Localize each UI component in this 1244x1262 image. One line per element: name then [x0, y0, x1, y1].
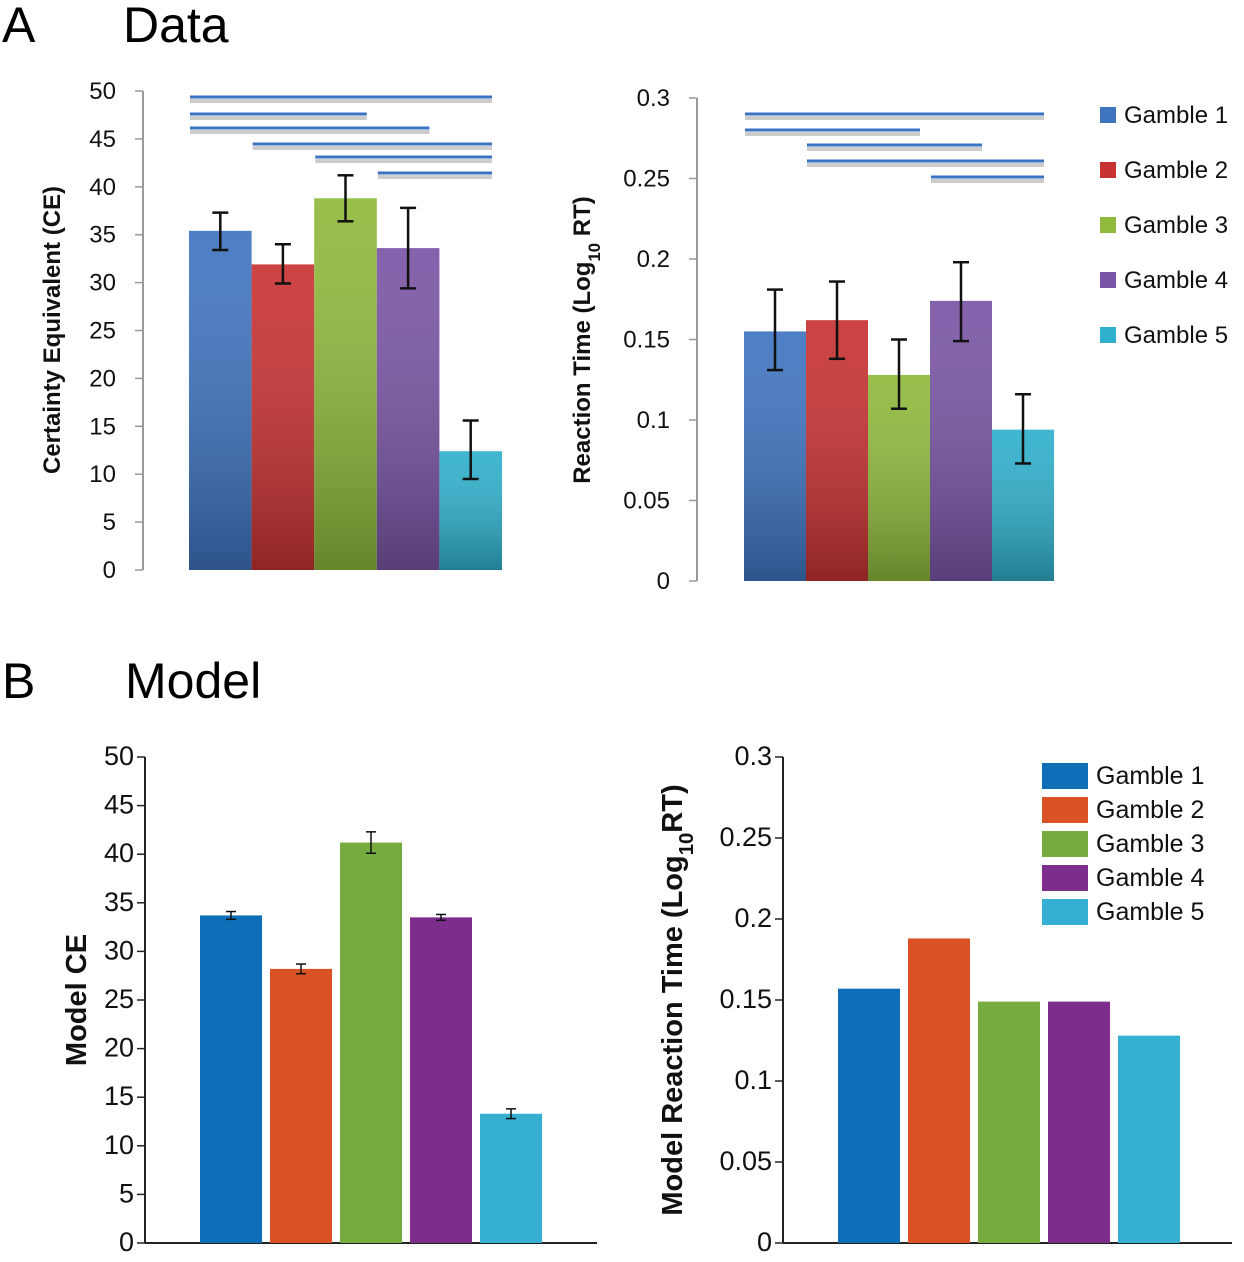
legend: Gamble 1 Gamble 2 Gamble 3 Gamble 4 Gamble 5	[1100, 102, 1228, 349]
y-tick-label: 30	[89, 270, 116, 297]
legend-label-1: Gamble 1	[1096, 762, 1204, 790]
y-tick-label: 45	[104, 790, 134, 820]
y-tick-label: 5	[119, 1178, 134, 1208]
y-tick-label: 35	[104, 887, 134, 917]
y-tick-label: 5	[103, 509, 116, 536]
y-tick-label: 35	[89, 222, 116, 249]
y-tick-label: 0.2	[734, 903, 772, 933]
y-tick-label: 0.05	[719, 1146, 772, 1176]
y-axis-label-suffix: RT)	[569, 196, 596, 243]
chart-model-rt: 0 0.05 0.1 0.15 0.2 0.25 0.3 Model Reaction Tim…	[657, 741, 1232, 1257]
bar-3	[978, 1001, 1040, 1243]
legend-label-3: Gamble 3	[1124, 212, 1228, 239]
panel-b-title: Model	[125, 653, 261, 709]
y-tick-label: 0	[657, 568, 670, 595]
y-tick-label: 0	[103, 557, 116, 584]
y-tick-label: 0.1	[734, 1065, 772, 1095]
y-tick-label: 10	[104, 1130, 134, 1160]
legend-label-4: Gamble 4	[1124, 267, 1228, 294]
y-axis-label: Model Reaction Time (Log10RT)	[657, 784, 698, 1215]
legend: Gamble 1 Gamble 2 Gamble 3 Gamble 4 Gamble 5	[1042, 762, 1204, 926]
bar-2	[270, 968, 332, 1243]
y-axis-label: Model CE	[61, 934, 93, 1066]
y-tick-label: 15	[89, 413, 116, 440]
legend-label-4: Gamble 4	[1096, 864, 1204, 892]
legend-label-2: Gamble 2	[1124, 157, 1228, 184]
legend-swatch-1	[1042, 763, 1088, 789]
y-tick-label: 0.15	[719, 984, 772, 1014]
bar-1	[200, 915, 262, 1243]
y-tick-label: 0.1	[637, 407, 670, 434]
legend-swatch-4	[1042, 865, 1088, 891]
bar-shading	[376, 248, 440, 570]
bar-5	[1118, 1035, 1180, 1243]
y-tick-label: 40	[104, 838, 134, 868]
legend-swatch-3	[1042, 831, 1088, 857]
y-axis-label-suffix: RT)	[657, 784, 689, 832]
panel-a-letter: A	[2, 0, 36, 53]
bar-4	[410, 917, 472, 1243]
legend-label-5: Gamble 5	[1124, 322, 1228, 349]
legend-swatch-2	[1100, 162, 1116, 178]
chart-data-ce: 0 5 10 15 20 25 30 35 40 45 50 Certainty Equivalent…	[39, 78, 502, 584]
panel-b-letter: B	[2, 653, 35, 709]
y-axis-label-subscript: 10	[585, 243, 604, 262]
legend-swatch-2	[1042, 797, 1088, 823]
y-tick-label: 50	[104, 741, 134, 771]
y-tick-label: 25	[89, 318, 116, 345]
bar-shading	[930, 300, 992, 581]
y-tick-label: 0.15	[623, 327, 670, 354]
legend-swatch-1	[1100, 107, 1116, 123]
bar-2	[908, 938, 970, 1243]
bar-shading	[251, 264, 315, 570]
y-tick-label: 20	[104, 1033, 134, 1063]
legend-label-3: Gamble 3	[1096, 830, 1204, 858]
bar-5	[480, 1113, 542, 1243]
y-tick-label: 0	[119, 1227, 134, 1257]
bar-4	[1048, 1001, 1110, 1243]
y-tick-label: 0.25	[719, 822, 772, 852]
y-tick-label: 10	[89, 461, 116, 488]
y-tick-label: 15	[104, 1081, 134, 1111]
y-tick-label: 20	[89, 365, 116, 392]
y-tick-label: 0	[757, 1227, 772, 1257]
bar-3	[340, 842, 402, 1243]
y-tick-label: 25	[104, 984, 134, 1014]
y-axis-label-prefix: Reaction Time (Log	[569, 262, 596, 484]
y-axis-label-subscript: 10	[676, 833, 698, 856]
legend-swatch-5	[1042, 899, 1088, 925]
legend-swatch-3	[1100, 217, 1116, 233]
bar-1	[838, 988, 900, 1243]
y-tick-label: 45	[89, 126, 116, 153]
y-tick-label: 50	[89, 78, 116, 105]
y-axis-label-prefix: Model Reaction Time (Log	[657, 855, 689, 1215]
y-axis-label: Reaction Time (Log10 RT)	[569, 196, 604, 484]
panel-a-title: Data	[123, 0, 229, 53]
y-tick-label: 0.2	[637, 246, 670, 273]
y-tick-label: 0.3	[734, 741, 772, 771]
chart-model-ce: 0 5 10 15 20 25 30 35 40 45 50 Model CE	[61, 741, 597, 1257]
legend-swatch-4	[1100, 272, 1116, 288]
y-tick-label: 0.3	[637, 85, 670, 112]
chart-data-rt: 0 0.05 0.1 0.15 0.2 0.25 0.3 Reaction Time (Log…	[569, 85, 1228, 595]
y-tick-label: 40	[89, 174, 116, 201]
bar-shading	[744, 331, 806, 581]
legend-label-2: Gamble 2	[1096, 796, 1204, 824]
y-tick-label: 30	[104, 935, 134, 965]
bar-shading	[806, 320, 868, 581]
legend-swatch-5	[1100, 327, 1116, 343]
legend-label-5: Gamble 5	[1096, 898, 1204, 926]
y-axis-label: Certainty Equivalent (CE)	[39, 186, 66, 474]
legend-label-1: Gamble 1	[1124, 102, 1228, 129]
y-tick-label: 0.05	[623, 488, 670, 515]
bar-shading	[189, 230, 252, 571]
bar-shading	[314, 198, 377, 570]
y-tick-label: 0.25	[623, 166, 670, 193]
